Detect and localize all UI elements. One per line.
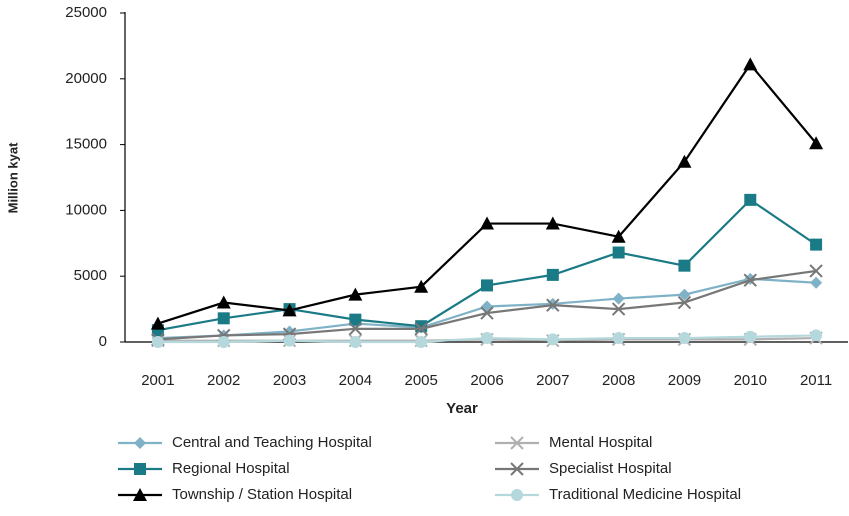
data-point — [415, 336, 428, 348]
data-point — [150, 316, 165, 330]
x-tick-label: 2005 — [404, 372, 437, 389]
y-tick-label: 0 — [99, 333, 107, 350]
data-point — [217, 336, 230, 348]
data-point — [744, 330, 757, 343]
data-point — [678, 288, 691, 301]
data-point — [809, 264, 823, 278]
data-point — [677, 295, 692, 310]
data-point — [612, 246, 625, 259]
data-point — [415, 320, 428, 333]
data-point — [810, 238, 823, 251]
data-point — [809, 136, 824, 150]
x-tick-label: 2001 — [141, 372, 174, 389]
x-tick-label: 2003 — [273, 372, 306, 389]
y-tick-label: 25000 — [65, 4, 107, 21]
data-point — [283, 334, 296, 347]
x-tick-label: 2011 — [800, 372, 832, 389]
x-axis-label: Year — [446, 400, 478, 417]
data-point — [481, 300, 493, 313]
data-point — [611, 302, 626, 316]
data-point — [349, 336, 362, 348]
data-point — [678, 332, 691, 345]
data-point — [216, 295, 231, 309]
legend-label: Central and Teaching Hospital — [172, 434, 372, 451]
x-tick-label: 2009 — [668, 372, 701, 389]
data-point — [414, 279, 429, 293]
data-point — [810, 276, 823, 289]
x-tick-label: 2006 — [470, 372, 503, 389]
data-point — [612, 292, 625, 305]
data-point — [348, 322, 363, 336]
data-point — [282, 303, 297, 317]
legend-marker — [510, 462, 524, 476]
data-point — [611, 229, 626, 243]
y-tick-label: 10000 — [65, 201, 107, 218]
data-point — [678, 259, 691, 272]
data-point — [743, 273, 757, 287]
legend-marker — [510, 436, 524, 450]
data-point — [480, 216, 494, 230]
data-point — [612, 332, 625, 345]
legend-marker — [133, 488, 147, 501]
data-point — [743, 57, 758, 71]
data-point — [481, 332, 493, 345]
x-tick-label: 2008 — [602, 372, 635, 389]
legend-marker — [134, 437, 146, 449]
legend-label: Specialist Hospital — [549, 460, 672, 477]
y-axis-label: Million kyat — [5, 142, 20, 213]
data-point — [546, 333, 559, 346]
x-tick-label: 2002 — [207, 372, 240, 389]
legend-label: Township / Station Hospital — [172, 486, 352, 503]
data-point — [217, 312, 230, 325]
data-point — [481, 279, 493, 292]
y-tick-label: 15000 — [65, 136, 107, 153]
y-tick-label: 20000 — [65, 70, 107, 87]
data-point — [546, 298, 560, 312]
data-point — [810, 329, 823, 342]
legend-label: Regional Hospital — [172, 460, 290, 477]
legend-marker — [134, 463, 146, 475]
data-point — [349, 313, 362, 326]
data-point — [414, 322, 428, 336]
x-tick-label: 2010 — [734, 372, 767, 389]
data-point — [677, 154, 692, 168]
legend-marker — [511, 489, 523, 501]
data-point — [480, 306, 494, 320]
data-point — [151, 336, 164, 348]
data-point — [744, 193, 757, 206]
legend-label: Mental Hospital — [549, 434, 652, 451]
legend-label: Traditional Medicine Hospital — [549, 486, 741, 503]
data-point — [545, 216, 560, 230]
y-tick-label: 5000 — [74, 267, 107, 284]
x-tick-label: 2007 — [536, 372, 569, 389]
data-point — [348, 287, 363, 301]
data-point — [546, 268, 559, 281]
x-tick-label: 2004 — [339, 372, 372, 389]
